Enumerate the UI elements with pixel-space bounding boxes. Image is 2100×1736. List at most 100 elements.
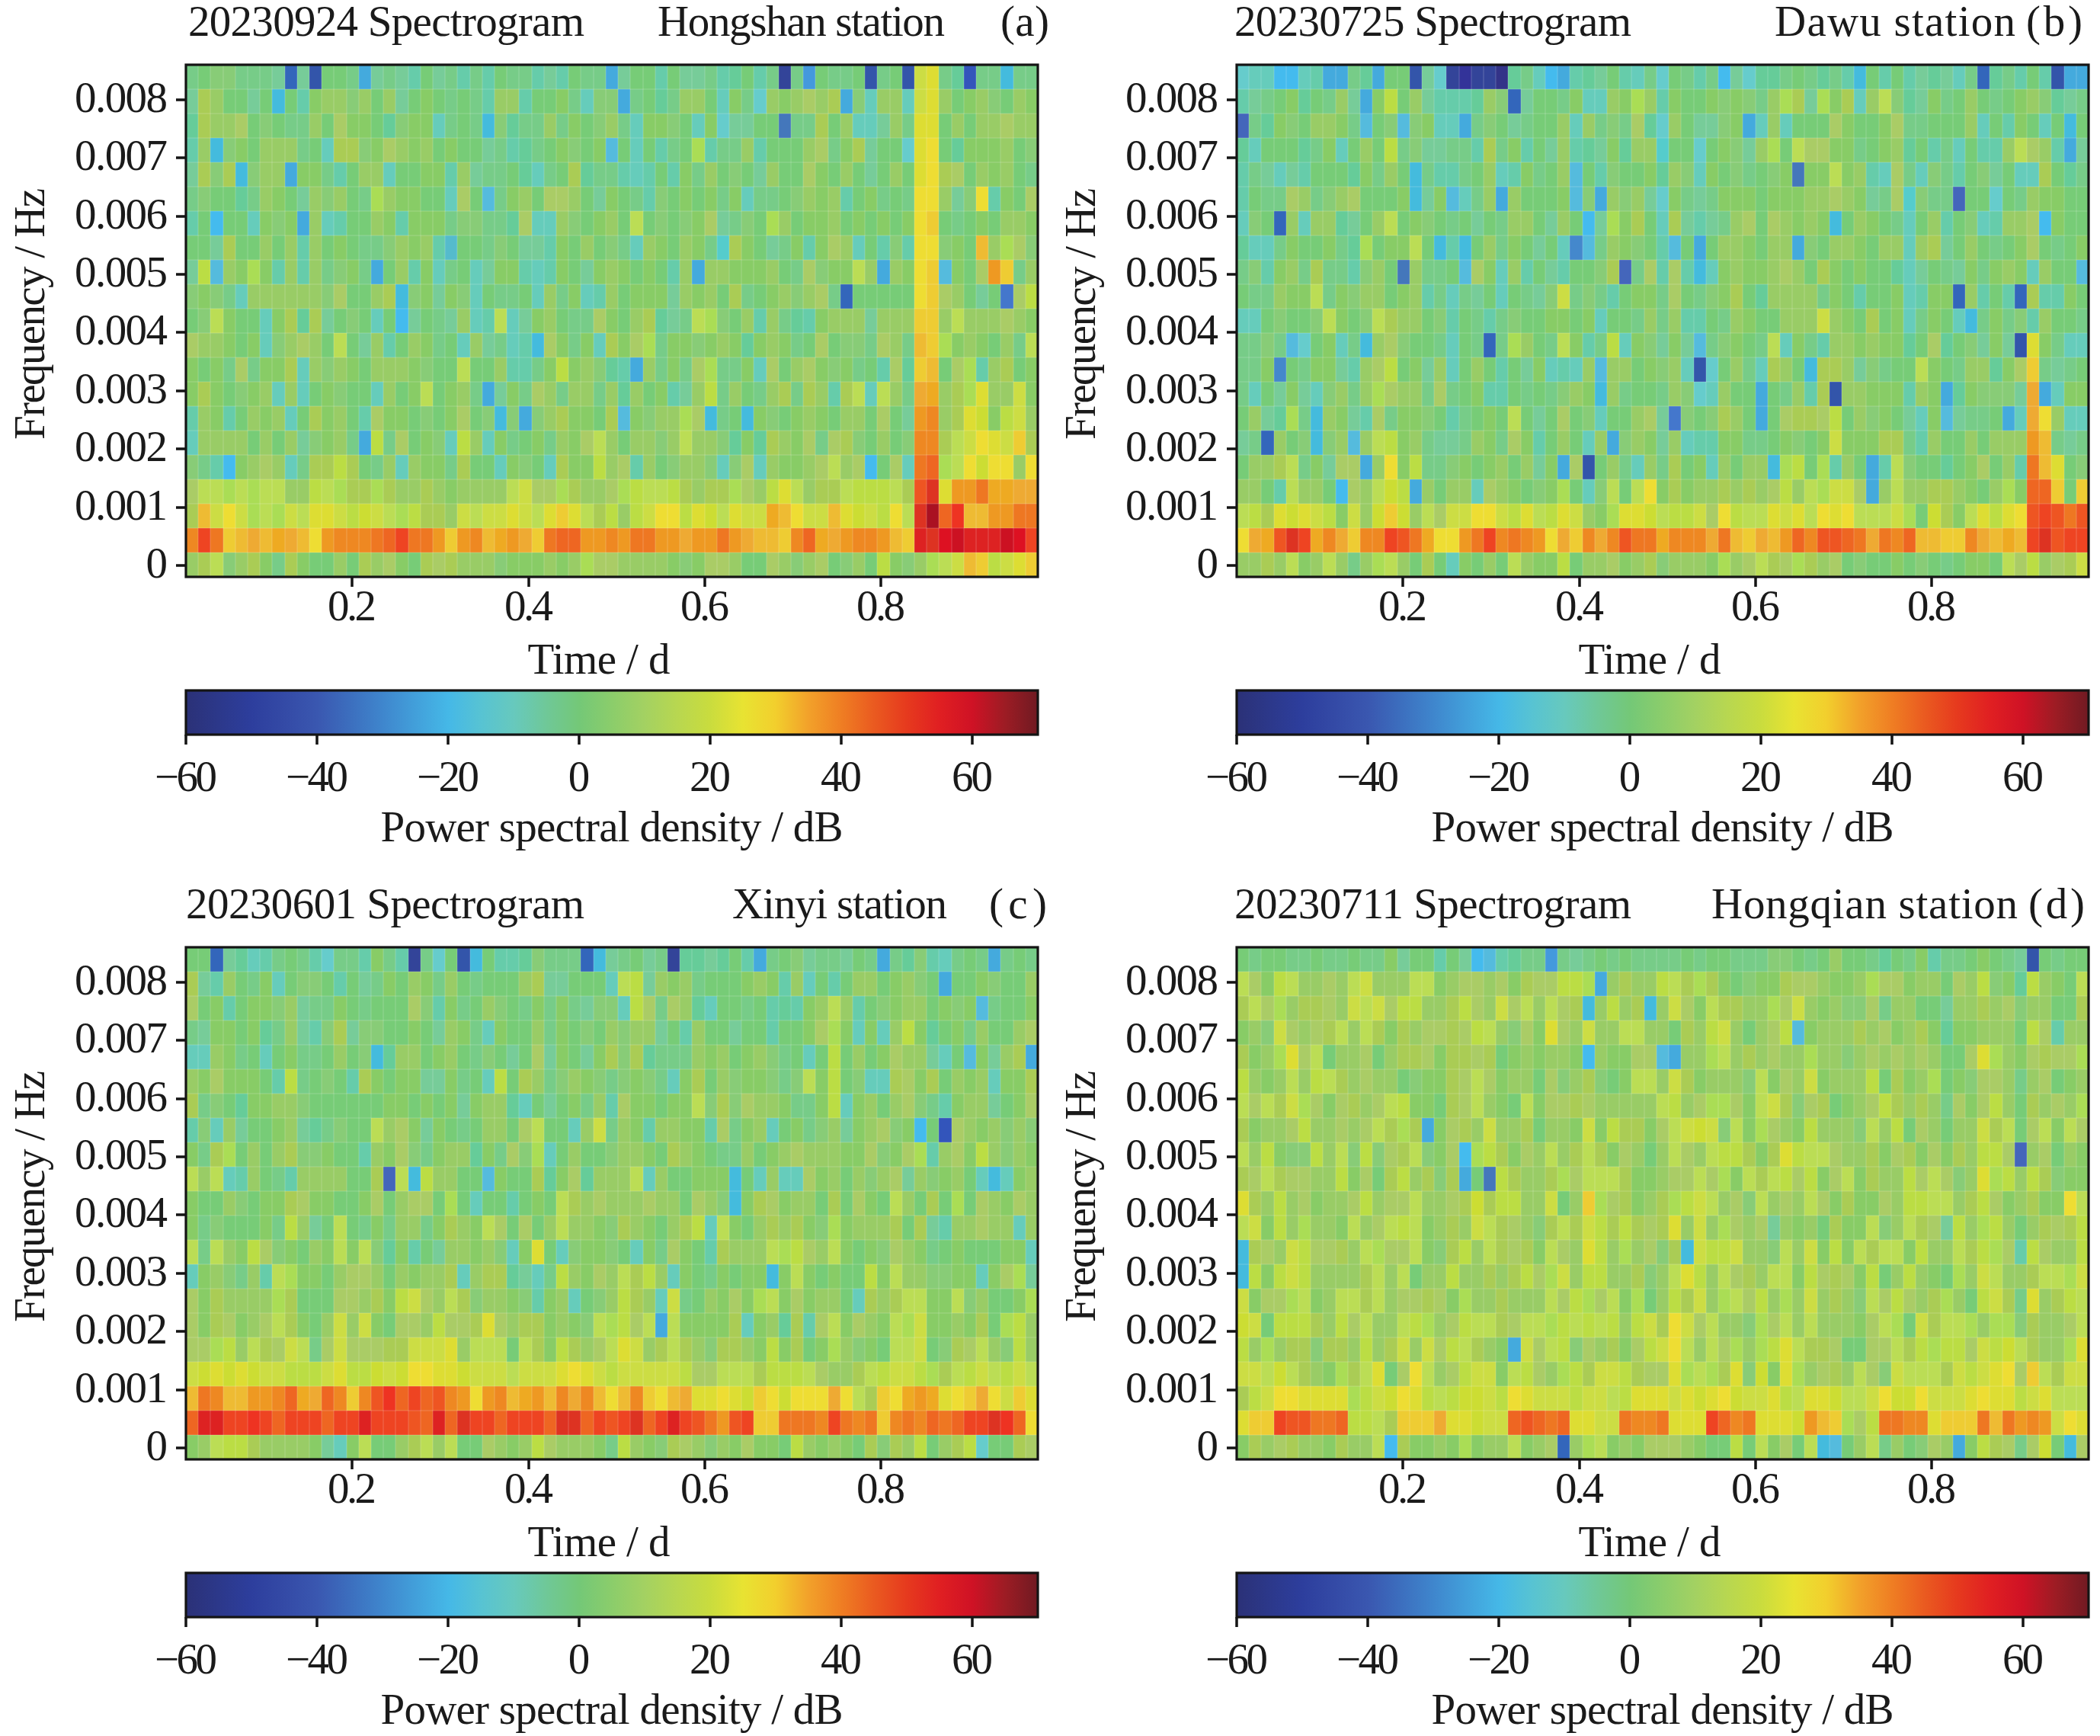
svg-text:0: 0 — [1197, 1421, 1219, 1469]
svg-text:Hongqian station: Hongqian station — [1711, 879, 2018, 927]
svg-text:0.002: 0.002 — [75, 422, 168, 470]
svg-text:0.005: 0.005 — [1125, 1130, 1218, 1178]
svg-text:0.001: 0.001 — [75, 481, 168, 529]
svg-text:0.005: 0.005 — [1125, 248, 1218, 296]
svg-text:−60: −60 — [155, 752, 217, 800]
svg-text:0.006: 0.006 — [75, 1072, 168, 1120]
svg-text:20: 20 — [690, 752, 731, 800]
svg-text:Time / d: Time / d — [1579, 635, 1721, 683]
svg-text:0.003: 0.003 — [75, 364, 168, 412]
svg-text:−20: −20 — [1468, 1635, 1530, 1683]
svg-text:Time / d: Time / d — [1579, 1517, 1721, 1565]
svg-text:0.4: 0.4 — [1555, 581, 1604, 629]
svg-text:−40: −40 — [1337, 1635, 1399, 1683]
svg-text:−40: −40 — [286, 752, 348, 800]
svg-text:0.007: 0.007 — [75, 1014, 168, 1062]
svg-text:20230711 Spectrogram: 20230711 Spectrogram — [1234, 879, 1631, 927]
svg-text:0.001: 0.001 — [75, 1363, 168, 1411]
svg-text:0.001: 0.001 — [1125, 481, 1218, 529]
svg-text:Power spectral density / dB: Power spectral density / dB — [381, 1685, 844, 1733]
svg-text:Time / d: Time / d — [528, 1517, 671, 1565]
svg-text:0.005: 0.005 — [75, 248, 168, 296]
svg-text:0.6: 0.6 — [680, 581, 729, 629]
svg-text:0.4: 0.4 — [504, 581, 553, 629]
svg-text:0.001: 0.001 — [1125, 1363, 1218, 1411]
svg-text:(c): (c) — [989, 879, 1047, 928]
svg-text:−60: −60 — [155, 1635, 217, 1683]
svg-text:40: 40 — [1871, 752, 1913, 800]
svg-text:0: 0 — [1197, 539, 1219, 587]
svg-text:60: 60 — [2002, 752, 2044, 800]
svg-text:40: 40 — [821, 1635, 862, 1683]
svg-text:20: 20 — [1740, 1635, 1781, 1683]
svg-text:40: 40 — [1871, 1635, 1913, 1683]
svg-text:0.002: 0.002 — [1125, 422, 1218, 470]
svg-text:0.6: 0.6 — [1731, 581, 1780, 629]
svg-text:60: 60 — [2002, 1635, 2044, 1683]
svg-text:0: 0 — [568, 752, 591, 800]
svg-text:0.004: 0.004 — [1125, 1188, 1218, 1236]
svg-text:0: 0 — [1619, 752, 1641, 800]
svg-text:−20: −20 — [417, 752, 479, 800]
svg-text:0.6: 0.6 — [680, 1464, 729, 1512]
svg-text:Power spectral density / dB: Power spectral density / dB — [1432, 1685, 1894, 1733]
svg-text:20230601 Spectrogram: 20230601 Spectrogram — [186, 879, 584, 927]
svg-text:0.2: 0.2 — [1378, 581, 1427, 629]
svg-text:0.007: 0.007 — [75, 131, 168, 179]
svg-text:Frequency / Hz: Frequency / Hz — [1056, 188, 1104, 440]
svg-text:0.004: 0.004 — [75, 306, 168, 354]
svg-text:0.003: 0.003 — [1125, 1247, 1218, 1295]
svg-text:0.8: 0.8 — [1907, 1464, 1956, 1512]
svg-text:0.2: 0.2 — [1378, 1464, 1427, 1512]
svg-text:0.007: 0.007 — [1125, 131, 1218, 179]
svg-text:0.002: 0.002 — [75, 1305, 168, 1353]
svg-text:Time / d: Time / d — [528, 635, 671, 683]
svg-text:0.007: 0.007 — [1125, 1014, 1218, 1062]
svg-text:60: 60 — [952, 1635, 993, 1683]
svg-text:0.006: 0.006 — [1125, 1072, 1218, 1120]
svg-text:−60: −60 — [1205, 1635, 1268, 1683]
svg-text:Xinyi station: Xinyi station — [732, 879, 947, 927]
svg-text:20: 20 — [1740, 752, 1781, 800]
svg-text:0.006: 0.006 — [1125, 190, 1218, 238]
svg-text:0.008: 0.008 — [1125, 73, 1218, 121]
svg-text:20230924 Spectrogram: 20230924 Spectrogram — [188, 0, 584, 45]
svg-text:40: 40 — [821, 752, 862, 800]
svg-text:Power spectral density / dB: Power spectral density / dB — [381, 802, 844, 850]
svg-text:Power spectral density / dB: Power spectral density / dB — [1432, 802, 1894, 850]
svg-text:0.4: 0.4 — [504, 1464, 553, 1512]
svg-text:0.8: 0.8 — [1907, 581, 1956, 629]
svg-text:(d): (d) — [2028, 879, 2085, 928]
svg-text:0.2: 0.2 — [328, 1464, 376, 1512]
svg-text:0.004: 0.004 — [1125, 306, 1218, 354]
svg-text:−60: −60 — [1205, 752, 1268, 800]
svg-text:(a): (a) — [1000, 0, 1049, 46]
svg-text:0.008: 0.008 — [1125, 956, 1218, 1004]
svg-text:20230725 Spectrogram: 20230725 Spectrogram — [1234, 0, 1631, 45]
svg-text:0.008: 0.008 — [75, 73, 168, 121]
svg-text:0.008: 0.008 — [75, 956, 168, 1004]
svg-text:Frequency / Hz: Frequency / Hz — [5, 188, 53, 440]
svg-text:0.003: 0.003 — [75, 1247, 168, 1295]
svg-text:(b): (b) — [2026, 0, 2082, 46]
svg-text:Hongshan station: Hongshan station — [658, 0, 945, 45]
svg-text:0.6: 0.6 — [1731, 1464, 1780, 1512]
svg-text:0.005: 0.005 — [75, 1130, 168, 1178]
svg-text:0.8: 0.8 — [856, 1464, 905, 1512]
svg-text:60: 60 — [952, 752, 993, 800]
svg-text:0: 0 — [146, 1421, 168, 1469]
svg-text:0: 0 — [568, 1635, 591, 1683]
svg-text:−20: −20 — [417, 1635, 479, 1683]
svg-text:0.2: 0.2 — [328, 581, 376, 629]
svg-text:0: 0 — [1619, 1635, 1641, 1683]
svg-text:Dawu station: Dawu station — [1775, 0, 2015, 45]
svg-text:0.4: 0.4 — [1555, 1464, 1604, 1512]
svg-text:Frequency / Hz: Frequency / Hz — [1056, 1071, 1104, 1322]
svg-text:0.004: 0.004 — [75, 1188, 168, 1236]
svg-text:−40: −40 — [1337, 752, 1399, 800]
svg-text:0.003: 0.003 — [1125, 364, 1218, 412]
svg-text:Frequency / Hz: Frequency / Hz — [5, 1071, 53, 1322]
svg-text:−20: −20 — [1468, 752, 1530, 800]
svg-text:−40: −40 — [286, 1635, 348, 1683]
svg-text:0.8: 0.8 — [856, 581, 905, 629]
